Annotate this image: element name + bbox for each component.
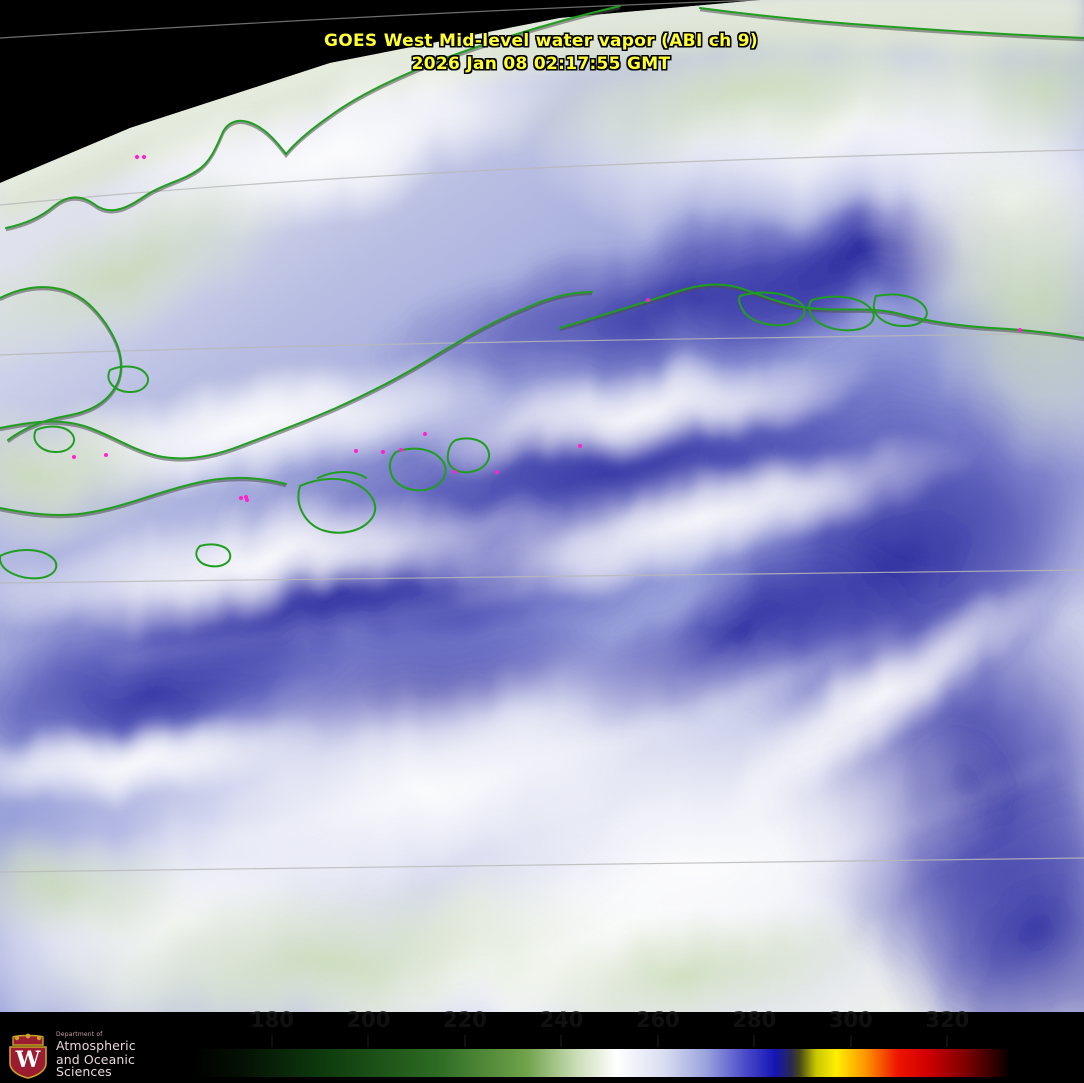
logo-line-1: Atmospheric [56, 1038, 136, 1054]
colorbar-tick-mark [463, 1035, 466, 1047]
crest-shield-icon: W [9, 1033, 47, 1079]
earth-disk [0, 0, 1084, 1012]
colorbar-tick-label: 260 [635, 1008, 680, 1032]
colorbar-tick-label: 180 [250, 1008, 294, 1032]
colorbar-tick-label: 300 [828, 1008, 873, 1032]
colorbar-tick-label: 240 [539, 1008, 584, 1032]
uw-aos-logo: W Department of Atmospheric and Oceanic … [0, 1028, 161, 1083]
logo-department-line: Department of [56, 1031, 103, 1039]
coastline-overlay [0, 5, 1084, 580]
svg-text:W: W [15, 1047, 41, 1073]
colorbar-tick-mark [656, 1035, 659, 1047]
colorbar-tick-label: 200 [346, 1008, 391, 1032]
colorbar-tick-mark [946, 1035, 949, 1047]
colorbar-ticks [0, 1035, 1084, 1047]
city-marker [72, 154, 1022, 502]
logo-line-2: and Oceanic Sciences [56, 1051, 135, 1080]
colorbar-tick-mark [753, 1035, 756, 1047]
colorbar-labels: 180 200 220 240 260 280 300 320 [0, 1005, 1084, 1035]
coastline-line [0, 5, 1084, 580]
logo-text: Department of Atmospheric and Oceanic Sc… [56, 1032, 161, 1079]
colorbar-gradient-fill [192, 1049, 1008, 1077]
colorbar-tick-label: 280 [732, 1008, 777, 1032]
colorbar-tick-mark [560, 1035, 563, 1047]
colorbar-tick-label: 320 [925, 1008, 970, 1032]
satellite-imagery-canvas [0, 0, 1084, 1012]
sensor-noise [0, 0, 1084, 1012]
colorbar: 180 200 220 240 260 280 300 320 [0, 1005, 1084, 1083]
colorbar-tick-mark [271, 1035, 273, 1047]
colorbar-gradient [190, 1047, 1010, 1079]
colorbar-tick-mark [367, 1035, 370, 1047]
colorbar-tick-mark [849, 1035, 852, 1047]
uw-crest-icon: W [6, 1033, 50, 1079]
water-vapor-image [0, 0, 1084, 1012]
colorbar-tick-label: 220 [443, 1008, 487, 1032]
